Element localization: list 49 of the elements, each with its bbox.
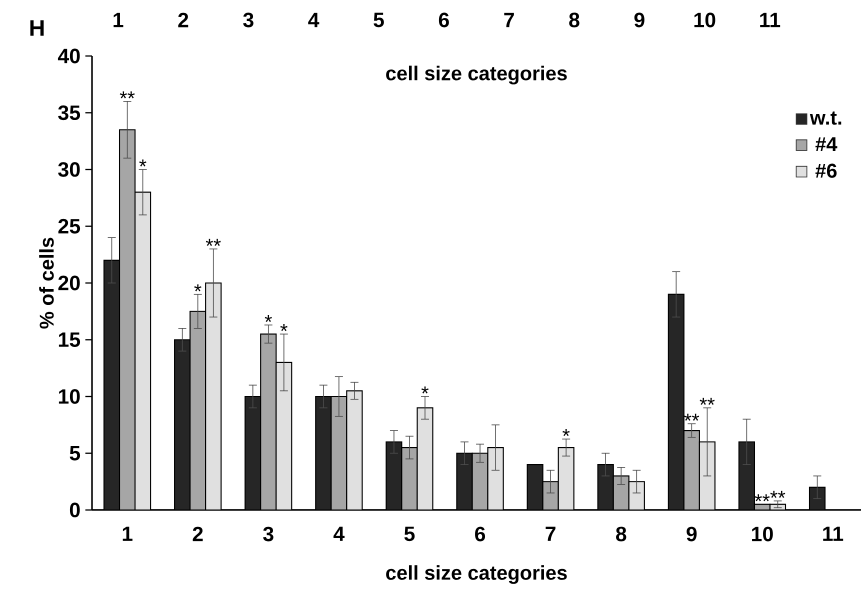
x-tick-label: 8 bbox=[616, 526, 626, 542]
y-axis-title: % of cells bbox=[39, 238, 54, 329]
x2-tick-label: 11 bbox=[760, 12, 780, 28]
x2-tick-label: 7 bbox=[504, 12, 514, 28]
data-label: * bbox=[280, 324, 288, 332]
x-tick-label: 6 bbox=[475, 526, 486, 542]
y-tick-label: 40 bbox=[58, 48, 80, 64]
x-axis-title: cell size categories bbox=[386, 565, 567, 584]
x-tick-label: 5 bbox=[404, 526, 415, 542]
data-label: * bbox=[421, 386, 429, 394]
x-tick-label: 9 bbox=[686, 526, 697, 542]
x-tick-label: 7 bbox=[546, 526, 556, 541]
x-tick-label: 11 bbox=[823, 526, 844, 541]
x-tick-label: 2 bbox=[192, 526, 203, 542]
x2-tick-label: 9 bbox=[634, 12, 644, 28]
data-label: * bbox=[194, 284, 202, 292]
x2-tick-label: 4 bbox=[308, 12, 320, 28]
text: H bbox=[30, 20, 44, 36]
y-tick-label: 35 bbox=[58, 105, 80, 120]
data-label: ** bbox=[770, 490, 786, 498]
data-label: ** bbox=[206, 238, 221, 246]
legend-label: #6 bbox=[815, 164, 837, 178]
y-tick-label: 30 bbox=[58, 162, 80, 177]
data-label: ** bbox=[700, 398, 715, 405]
y-tick-label: 15 bbox=[58, 332, 80, 347]
x2-tick-label: 2 bbox=[178, 12, 188, 28]
x-tick-label: 3 bbox=[263, 526, 274, 542]
legend-label: #4 bbox=[815, 137, 838, 152]
y-tick-label: 20 bbox=[58, 276, 80, 290]
x2-tick-label: 5 bbox=[374, 12, 384, 28]
y-tick-label: 25 bbox=[58, 218, 80, 234]
data-label: ** bbox=[754, 494, 770, 502]
y-tick-label: 5 bbox=[70, 446, 80, 460]
x2-tick-label: 3 bbox=[243, 12, 254, 28]
legend-label: w.t. bbox=[810, 112, 842, 125]
x2-tick-label: 6 bbox=[438, 12, 449, 28]
y-tick-label: 0 bbox=[70, 502, 80, 518]
data-label: * bbox=[139, 159, 146, 166]
x2-tick-label: 1 bbox=[114, 12, 124, 28]
x-tick-label: 4 bbox=[334, 526, 345, 541]
x-tick-label: 1 bbox=[122, 526, 132, 541]
data-label: ** bbox=[120, 91, 135, 98]
data-label: * bbox=[264, 314, 272, 322]
data-label: * bbox=[562, 429, 570, 436]
x2-axis-title: cell size categories bbox=[386, 66, 567, 84]
x2-tick-label: 10 bbox=[694, 12, 716, 28]
x2-tick-label: 8 bbox=[569, 12, 580, 28]
x-tick-label: 10 bbox=[752, 526, 773, 542]
y-tick-label: 10 bbox=[58, 389, 80, 404]
